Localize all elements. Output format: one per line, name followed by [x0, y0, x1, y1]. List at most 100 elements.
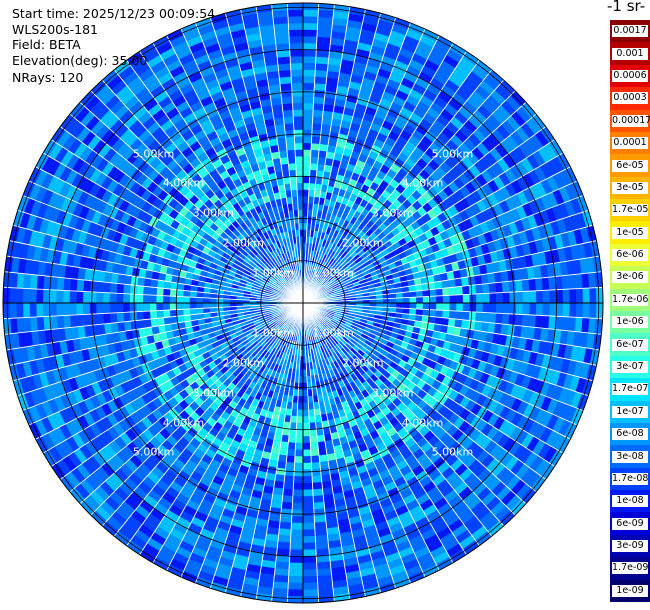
range-gate	[427, 53, 443, 67]
range-gate	[370, 214, 379, 224]
range-gate	[437, 189, 449, 202]
range-gate	[510, 90, 526, 107]
range-gate	[321, 177, 330, 186]
range-gate	[493, 203, 504, 217]
range-gate	[453, 213, 464, 225]
range-gate	[496, 292, 503, 303]
range-gate	[332, 17, 348, 27]
range-gate	[437, 212, 448, 223]
range-gate	[321, 123, 332, 132]
range-gate	[324, 240, 331, 249]
range-gate	[325, 192, 333, 200]
range-gate	[96, 281, 105, 293]
range-gate	[303, 203, 309, 210]
range-gate	[363, 9, 381, 20]
range-gate	[431, 215, 442, 227]
range-gate	[315, 258, 320, 266]
range-gate	[316, 36, 331, 45]
range-gate	[348, 81, 362, 91]
range-gate	[498, 260, 508, 272]
range-gate	[462, 100, 477, 115]
range-gate	[369, 122, 382, 133]
range-gate	[291, 509, 303, 517]
range-gate	[319, 454, 329, 463]
range-gate	[377, 231, 386, 241]
range-gate	[321, 261, 327, 269]
range-gate	[291, 516, 303, 523]
range-gate	[288, 435, 297, 443]
range-gate	[444, 103, 459, 117]
range-gate	[403, 124, 416, 136]
range-gate	[36, 303, 44, 317]
range-gate	[273, 581, 289, 590]
range-gate	[393, 17, 411, 30]
range-gate	[403, 35, 420, 48]
range-gate	[356, 299, 363, 303]
range-gate	[408, 89, 423, 101]
range-gate	[426, 107, 441, 120]
range-gate	[307, 209, 313, 217]
range-gate	[109, 292, 117, 303]
range-gate	[303, 209, 308, 217]
range-gate	[423, 89, 438, 102]
range-gate	[463, 168, 476, 182]
range-gate	[116, 312, 124, 323]
range-gate	[533, 166, 547, 182]
range-gate	[311, 462, 321, 470]
range-gate	[312, 123, 322, 131]
range-gate	[350, 74, 364, 85]
range-gate	[432, 119, 446, 133]
range-gate	[513, 268, 522, 281]
range-gate	[581, 210, 593, 228]
range-gate	[312, 271, 317, 279]
range-gate	[401, 146, 413, 158]
range-gate	[110, 322, 119, 334]
range-gate	[382, 303, 390, 308]
range-gate	[421, 255, 430, 264]
range-gate	[441, 144, 454, 157]
range-gate	[488, 312, 497, 324]
range-gate	[375, 74, 390, 86]
range-gate	[576, 195, 589, 213]
range-gate	[312, 203, 319, 211]
range-gate	[354, 103, 367, 113]
range-gate	[461, 229, 472, 241]
range-gate	[339, 284, 347, 289]
range-gate	[365, 211, 375, 221]
range-gate	[594, 271, 603, 288]
range-gate	[320, 467, 331, 476]
range-gate	[274, 568, 290, 576]
range-gate	[316, 170, 324, 178]
range-gate	[358, 125, 370, 135]
range-gate	[30, 274, 38, 290]
range-gate	[528, 199, 540, 215]
range-gate	[465, 194, 477, 207]
range-gate	[522, 187, 535, 203]
range-gate	[405, 95, 420, 107]
range-gate	[434, 166, 447, 179]
range-gate	[432, 193, 444, 206]
range-gate	[501, 281, 510, 293]
range-gate	[506, 115, 521, 131]
range-gate	[463, 119, 478, 134]
range-gate	[375, 252, 384, 260]
range-gate	[347, 286, 355, 291]
range-gate	[16, 273, 25, 289]
range-gate	[549, 303, 557, 317]
range-gate	[459, 268, 468, 278]
range-gate	[387, 283, 396, 290]
range-gate	[63, 277, 71, 291]
range-gate	[303, 129, 313, 137]
range-gate	[458, 209, 470, 222]
range-gate	[370, 87, 385, 98]
range-gate	[96, 292, 104, 303]
range-gate	[405, 29, 423, 42]
range-gate	[423, 261, 432, 271]
range-gate	[350, 150, 361, 160]
range-gate	[393, 60, 409, 72]
range-gate	[330, 236, 337, 244]
range-gate	[319, 253, 325, 261]
range-gate	[543, 222, 555, 238]
range-gate	[311, 455, 320, 463]
range-gate	[129, 284, 138, 295]
